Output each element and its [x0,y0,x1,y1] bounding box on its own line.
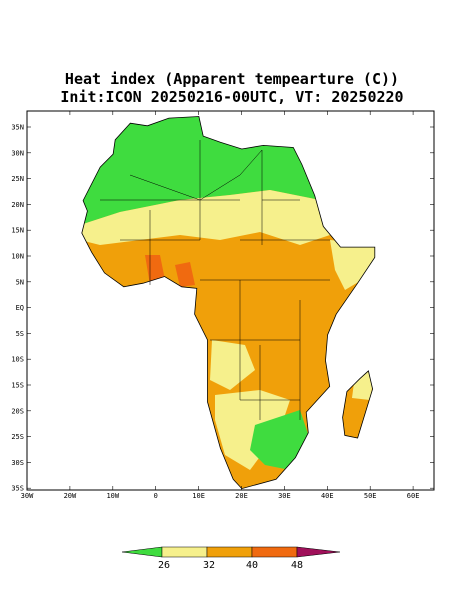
lat-label: 25S [11,433,24,441]
lat-label: 5N [16,278,24,286]
colorbar-bin [206,546,253,558]
lat-label: 35N [11,124,24,132]
lon-label: 30W [21,492,34,500]
lat-label: 35S [11,485,24,493]
title-line-1: Heat index (Apparent tempearture (C)) [65,70,399,88]
lat-label: 5S [16,330,24,338]
colorbar-bin [251,546,298,558]
colorbar-label: 32 [203,560,215,571]
lat-label: 25N [11,175,24,183]
lat-label: 30N [11,149,24,157]
lat-label: 10S [11,356,24,364]
axis-ticks: 35N 30N 25N 20N 15N 10N 5N EQ 5S 10S 15S 20S 25S 30S 3… [11,111,434,500]
lat-label: 20N [11,201,24,209]
colorbar-label: 40 [246,560,258,571]
lon-label: 30E [278,492,291,500]
colorbar-bin [296,546,341,558]
colorbar-bin [161,546,208,558]
colorbar: 26 32 40 48 [121,546,341,571]
lat-label: 20S [11,407,24,415]
lat-label: 30S [11,459,24,467]
lat-label: 10N [11,253,24,261]
coastline [81,116,376,490]
lon-label: 50E [364,492,377,500]
borders [100,140,330,420]
title-line-2: Init:ICON 20250216-00UTC, VT: 20250220 [60,88,403,106]
lat-label: 15S [11,382,24,390]
lon-label: 40E [321,492,334,500]
lon-label: 10W [106,492,119,500]
colorbar-bin [121,546,163,558]
lon-label: 20W [64,492,77,500]
lon-label: 20E [235,492,248,500]
lat-label: EQ [16,304,24,312]
lon-label: 0 [154,492,158,500]
lon-label: 10E [192,492,205,500]
colorbar-label: 48 [291,560,303,571]
lat-label: 15N [11,227,24,235]
colorbar-label: 26 [158,560,170,571]
lon-label: 60E [407,492,420,500]
